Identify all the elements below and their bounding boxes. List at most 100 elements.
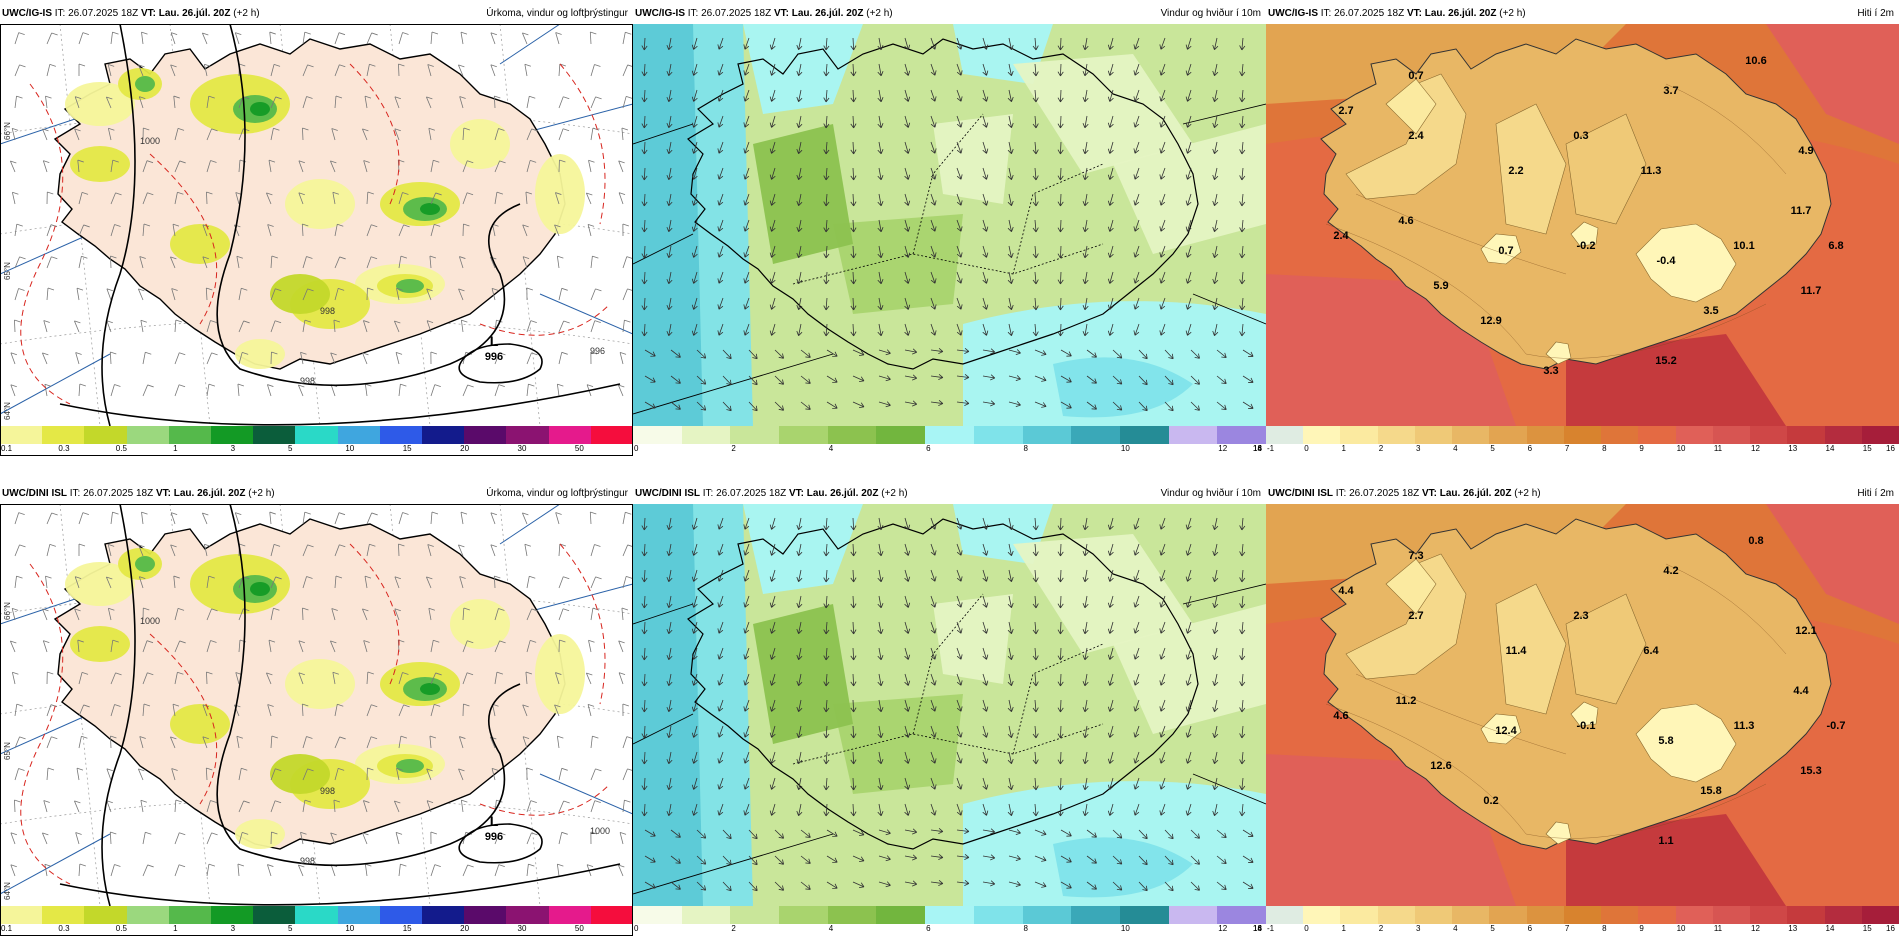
temperature-label: 6.4 — [1643, 645, 1659, 657]
panel-title: Hiti í 2m — [1857, 488, 1894, 499]
colorbar-tick-label: 0.3 — [58, 444, 70, 453]
wind-speed-zone — [1013, 534, 1193, 654]
panel-temp-igis: UWC/IG-IS IT: 26.07.2025 18Z VT: Lau. 26… — [1266, 0, 1899, 455]
colorbar-swatch — [1489, 906, 1527, 924]
temperature-zone — [1385, 78, 1437, 135]
isobar-label: 998 — [300, 376, 315, 386]
colorbar-tick-label: 30 — [517, 924, 527, 933]
colorbar-tick-label: 4 — [1453, 924, 1458, 933]
colorbar-tick-label: 2 — [731, 444, 736, 453]
model-name: UWC/IG-IS — [635, 8, 685, 19]
temperature-label: -0.1 — [1577, 720, 1596, 732]
it-value: 26.07.2025 18Z — [1349, 488, 1420, 499]
wind-speed-zone — [833, 214, 963, 314]
colorbar-tick-label: 10 — [1676, 444, 1686, 453]
panel-title: Vindur og hviður í 10m — [1160, 488, 1261, 499]
panel-header: UWC/IG-IS IT: 26.07.2025 18Z VT: Lau. 26… — [635, 8, 1263, 24]
colorbar-swatch — [973, 426, 1023, 444]
lead-offset: (+2 h) — [233, 8, 260, 19]
colorbar-swatch — [1601, 426, 1639, 444]
lead-offset: (+2 h) — [1514, 488, 1541, 499]
colorbar-swatch — [1217, 426, 1266, 444]
map-area: 1000 998 998 1000 L 996 66°N 65°N 64°N — [0, 504, 633, 906]
wind-speed-zone — [1013, 54, 1193, 174]
temperature-zone — [1385, 558, 1437, 615]
panel-header: UWC/DINI ISL IT: 26.07.2025 18Z VT: Lau.… — [635, 488, 1263, 504]
vt-label: VT: — [155, 488, 171, 499]
temperature-zone — [1566, 334, 1786, 426]
colorbar-tick-label: 12 — [1751, 444, 1760, 453]
temperature-zone — [1565, 113, 1647, 225]
colorbar-tick-label: 3 — [230, 924, 236, 933]
temperature-contours — [20, 63, 611, 405]
colorbar-tick-label: 0 — [1304, 444, 1309, 453]
colorbar-swatch — [0, 906, 43, 924]
temperature-label: 12.4 — [1495, 725, 1517, 737]
colorbar-tick-label: 13 — [1788, 444, 1798, 453]
temperature-label: 5.8 — [1658, 735, 1673, 747]
colorbar-tick-label: 30 — [517, 444, 527, 453]
colorbar-swatch — [681, 426, 731, 444]
projection-lines — [633, 103, 1266, 415]
iceland-outline — [687, 518, 1199, 850]
colorbar-tick-label: 16 — [1886, 444, 1895, 453]
temperature-label: 0.3 — [1573, 130, 1588, 142]
colorbar-tick-label: 16 — [1886, 924, 1895, 933]
glacier — [1635, 703, 1737, 783]
colorbar — [1266, 426, 1899, 444]
colorbar-swatch — [876, 906, 926, 924]
colorbar-swatch — [168, 426, 212, 444]
temperature-label: 11.7 — [1791, 205, 1812, 217]
glacier — [1635, 223, 1737, 303]
colorbar-swatch — [590, 906, 634, 924]
colorbar-swatch — [1638, 426, 1676, 444]
colorbar-swatch — [730, 906, 780, 924]
lead-offset: (+2 h) — [1499, 8, 1526, 19]
temperature-label: 2.4 — [1333, 230, 1349, 242]
colorbar-tick-label: 13 — [1788, 924, 1798, 933]
colorbar-swatch — [1712, 426, 1751, 444]
colorbar-swatch — [925, 426, 974, 444]
colorbar-tick-label: 3 — [230, 444, 236, 453]
temperature-label: 0.7 — [1408, 70, 1423, 82]
colorbar-swatch — [876, 426, 926, 444]
colorbar-tick-label: 20 — [460, 924, 470, 933]
latitude-label: 66°N — [3, 602, 12, 620]
colorbar-tick-label: 0 — [634, 924, 639, 933]
temperature-label: 4.4 — [1338, 585, 1354, 597]
panel-precip-dini: UWC/DINI ISL IT: 26.07.2025 18Z VT: Lau.… — [0, 480, 634, 936]
map-svg — [633, 504, 1266, 906]
colorbar-swatch — [1638, 906, 1676, 924]
colorbar — [0, 426, 634, 444]
colorbar-tick-label: 8 — [1602, 444, 1607, 453]
colorbar-swatch — [1217, 906, 1266, 924]
colorbar-tick-label: 14 — [1825, 444, 1835, 453]
colorbar-swatch — [1861, 906, 1899, 924]
latitude-label: 64°N — [3, 402, 12, 420]
temperature-label: 4.6 — [1398, 215, 1413, 227]
colorbar-tick-label: 5 — [287, 444, 293, 453]
colorbar-swatch — [1340, 426, 1378, 444]
temperature-label: -0.7 — [1827, 720, 1846, 732]
temperature-label: -0.4 — [1657, 255, 1677, 267]
temperature-label: 4.2 — [1663, 565, 1678, 577]
colorbar-tick-label: 0.1 — [1, 444, 13, 453]
colorbar-swatch — [1071, 426, 1120, 444]
vt-label: VT: — [788, 488, 804, 499]
wind-speed-zone — [1113, 124, 1266, 254]
map-svg: 1000 998 998 996 L 996 66°N 65°N 64°N — [0, 24, 633, 426]
temperature-label: 11.2 — [1396, 695, 1417, 707]
colorbar-swatch — [590, 426, 634, 444]
it-label: IT: — [69, 488, 81, 499]
lead-offset: (+2 h) — [881, 488, 908, 499]
colorbar-swatch — [827, 426, 877, 444]
colorbar-swatch — [1303, 426, 1341, 444]
wind-speed-zone — [743, 24, 863, 114]
region-borders — [792, 593, 1104, 765]
temperature-label: 2.4 — [1408, 130, 1424, 142]
colorbar-swatch — [827, 906, 877, 924]
model-name: UWC/DINI ISL — [635, 488, 700, 499]
isobar-label: 996 — [590, 346, 605, 356]
colorbar-swatch — [211, 906, 254, 924]
colorbar-tick-label: 2 — [731, 924, 736, 933]
